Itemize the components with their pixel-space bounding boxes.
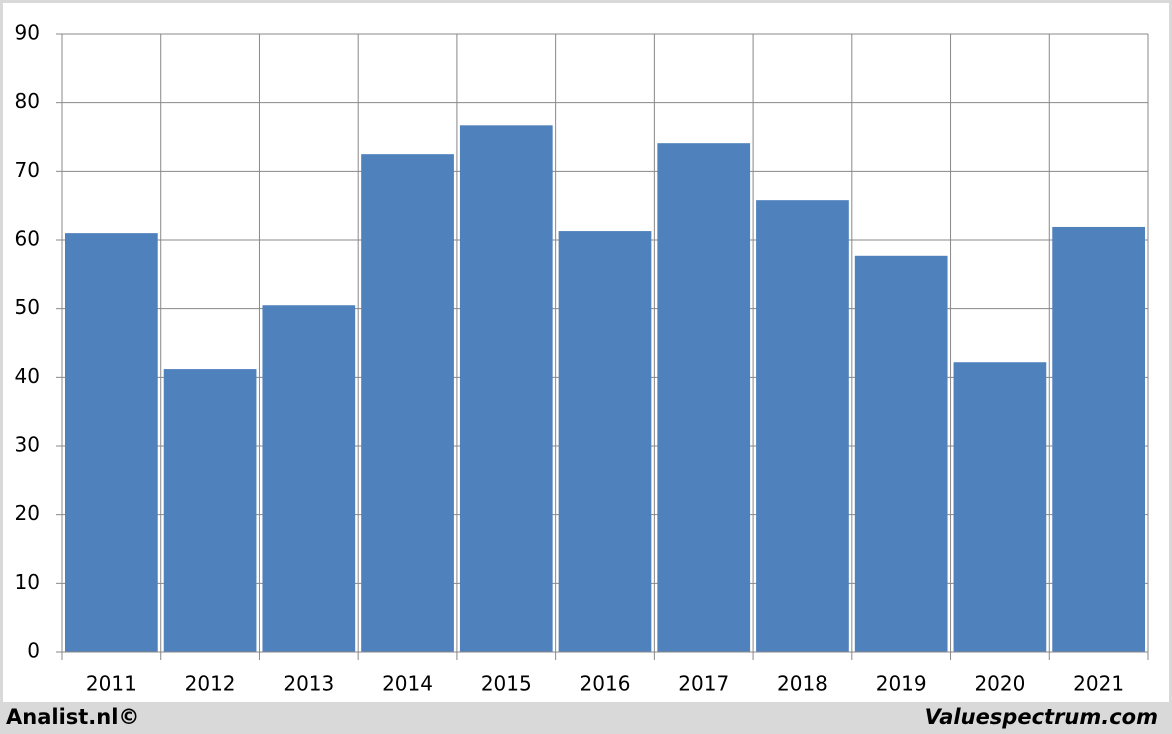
- x-tick-label: 2021: [1073, 672, 1124, 696]
- bar: [262, 305, 356, 652]
- y-tick-label: 40: [15, 364, 40, 388]
- bar: [558, 231, 652, 652]
- y-tick-label: 50: [15, 295, 40, 319]
- y-tick-label: 80: [15, 89, 40, 113]
- bar: [756, 200, 849, 652]
- bar: [459, 125, 553, 653]
- footer-left: Analist.nl©: [6, 705, 139, 729]
- footer-right: Valuespectrum.com: [925, 705, 1158, 729]
- bar: [1052, 226, 1145, 652]
- bar: [953, 362, 1047, 652]
- x-tick-label: 2011: [86, 672, 137, 696]
- x-tick-label: 2018: [777, 672, 828, 696]
- x-tick-label: 2020: [974, 672, 1025, 696]
- bar: [361, 154, 454, 652]
- y-tick-label: 90: [15, 21, 40, 45]
- x-tick-label: 2017: [678, 672, 729, 696]
- y-tick-label: 30: [15, 433, 40, 457]
- y-tick-label: 10: [15, 570, 40, 594]
- x-tick-label: 2016: [580, 672, 631, 696]
- bar: [854, 255, 948, 652]
- y-tick-label: 70: [15, 158, 40, 182]
- y-tick-label: 20: [15, 501, 40, 525]
- x-tick-label: 2012: [185, 672, 236, 696]
- bar: [163, 369, 257, 652]
- x-tick-label: 2014: [382, 672, 433, 696]
- x-tick-label: 2013: [283, 672, 334, 696]
- y-tick-label: 60: [15, 227, 40, 251]
- bar: [657, 143, 751, 652]
- x-tick-label: 2019: [876, 672, 927, 696]
- x-tick-label: 2015: [481, 672, 532, 696]
- bar: [65, 233, 158, 652]
- y-tick-label: 0: [27, 639, 40, 663]
